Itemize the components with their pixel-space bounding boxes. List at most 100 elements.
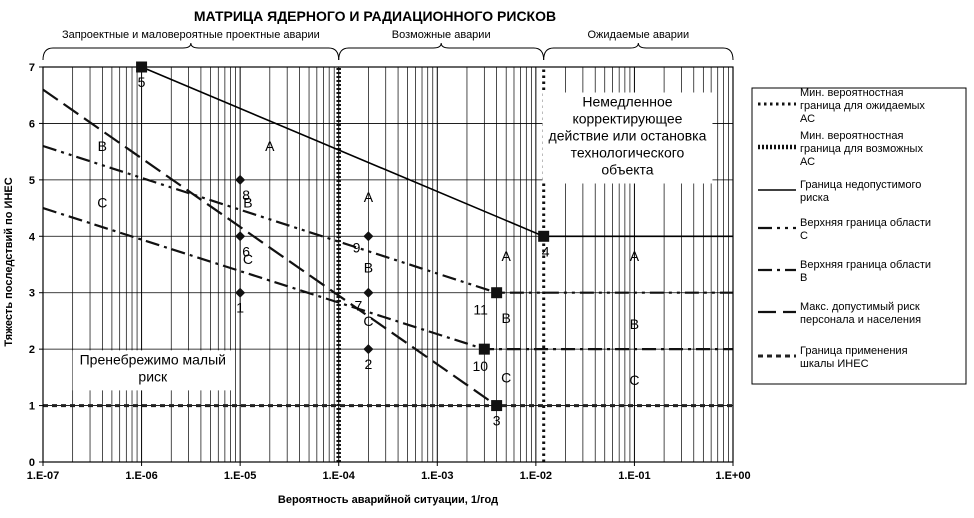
legend-label-6: Макс. допустимый риск персонала и населен… [800,301,921,326]
point-marker-2 [363,344,374,355]
legend-label-line: Мин. вероятностная [800,130,903,142]
legend: Мин. вероятностная граница для ожидаемых А… [751,87,967,385]
annotation-line: Немедленное [582,94,672,110]
legend-label-line: АС [800,156,815,168]
legend-label-line: АС [800,113,815,125]
y-tick-label: 3 [29,288,35,300]
legend-label-2: Мин. вероятностная граница для возможных А… [800,130,923,168]
region-bracket-2 [338,42,545,61]
y-tick-label: 6 [29,118,35,130]
point-label-8: 8 [242,187,250,203]
legend-label-5: Верхняя граница области В [800,259,931,284]
zone-labels: A B C B C A B C A B C A B C [97,138,639,388]
point-marker-3 [491,400,503,412]
zone-label: A [502,248,512,264]
y-tick-label: 7 [29,62,35,74]
point-label-9: 9 [353,239,361,255]
x-tick-label: 1.E-01 [618,470,650,482]
point-label-6: 6 [242,243,250,259]
point-marker-10 [478,343,490,355]
x-axis-label: Вероятность аварийной ситуации, 1/год [278,494,498,506]
x-tick-label: 1.E-07 [27,470,59,482]
annotation-line: действие или остановка [549,128,707,144]
legend-label-line: Мин. вероятностная [800,87,903,99]
zone-label: A [265,138,275,154]
legend-label-line: С [800,230,808,242]
legend-label-line: риска [800,192,830,204]
legend-label-4: Верхняя граница области С [800,217,931,242]
legend-label-7: Граница применения шкалы ИНЕС [800,345,908,370]
legend-label-line: В [800,272,807,284]
point-label-7: 7 [354,298,362,314]
y-tick-label: 4 [29,231,36,243]
region-bracket-3 [543,42,734,61]
zone-label: C [363,313,373,329]
series-lines [42,66,733,462]
point-label-1: 1 [236,300,244,316]
point-marker-8 [235,174,246,185]
y-tick-label: 0 [29,457,35,469]
zone-label: B [243,194,252,210]
annotation-line: риск [138,368,168,384]
point-label-4: 4 [542,243,550,259]
zone-label: C [501,369,511,385]
series-line-6 [42,88,498,407]
point-marker-9 [363,231,374,242]
legend-label-3: Граница недопустимого риска [800,179,921,204]
x-tick-label: 1.E-05 [224,470,256,482]
y-axis-label: Тяжесть последствий по ИНЕС [3,177,15,346]
x-tick-label: 1.E-04 [323,470,356,482]
region-label-1: Запроектные и маловероятные проектные ав… [62,29,320,41]
point-label-5: 5 [138,74,146,90]
legend-label-line: персонала и населения [800,314,921,326]
point-marker-5 [136,61,148,73]
point-marker-7 [363,287,374,298]
annotation-line: Пренебрежимо малый [80,351,226,367]
legend-label-line: граница для возможных [800,143,923,155]
point-label-2: 2 [364,356,372,372]
chart-title: МАТРИЦА ЯДЕРНОГО И РАДИАЦИОННОГО РИСКОВ [194,8,556,24]
annotation-bg [542,92,713,184]
x-tick-label: 1.E-06 [125,470,157,482]
annotation-line: технологического [571,145,685,161]
annotation-line: корректирующее [572,111,682,127]
point-marker-6 [235,231,246,242]
y-tick-label: 5 [29,175,35,187]
region-bracket-1 [42,42,340,61]
plot-frame [42,66,734,463]
zone-label: B [630,316,639,332]
zone-label: C [629,372,639,388]
zone-label: C [243,251,253,267]
annotation-bg [72,350,233,391]
legend-label-line: Граница применения [800,345,908,357]
legend-label-line: шкалы ИНЕС [800,358,869,370]
x-tick-label: 1.E+00 [715,470,750,482]
legend-label-line: Макс. допустимый риск [800,301,920,313]
point-marker-11 [491,287,503,299]
y-tick-label: 2 [29,344,35,356]
point-marker-4 [538,230,550,242]
legend-label-line: Граница недопустимого [800,179,921,191]
legend-box [751,87,967,385]
grid-lines [42,66,734,463]
data-points: 1 2 3 4 5 6 7 8 9 10 11 [136,61,550,429]
legend-label-line: граница для ожидаемых [800,100,925,112]
x-tick-label: 1.E-02 [520,470,552,482]
point-marker-1 [235,287,246,298]
region-brackets: Запроектные и маловероятные проектные ав… [42,29,734,61]
region-label-3: Ожидаемые аварии [587,29,689,41]
annotation-line: объекта [601,162,653,178]
zone-label: A [630,248,640,264]
zone-label: B [364,259,373,275]
legend-label-line: Верхняя граница области [800,217,931,229]
plot-border [42,66,734,463]
axis-ticks: 1.E-07 1.E-06 1.E-05 1.E-04 1.E-03 1.E-02 1.E-… [27,62,751,482]
x-tick-label: 1.E-03 [421,470,453,482]
y-tick-label: 1 [29,401,35,413]
zone-label: A [364,189,374,205]
zone-label: B [98,138,107,154]
zone-label: C [97,194,107,210]
zone-label: B [502,310,511,326]
